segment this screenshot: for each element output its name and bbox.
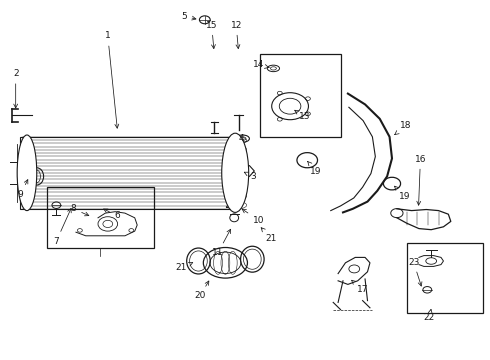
Text: 17: 17 [352,280,368,294]
Text: 19: 19 [394,186,410,201]
Bar [260,54,341,137]
Text: 3: 3 [245,172,256,181]
Text: 14: 14 [252,60,270,69]
Text: 22: 22 [424,309,435,322]
Text: 21: 21 [261,228,277,243]
Bar [20,137,238,209]
Text: 18: 18 [395,122,412,135]
Text: 11: 11 [212,229,231,257]
Text: 8: 8 [71,204,89,216]
Text: 2: 2 [13,69,19,108]
Text: 19: 19 [308,161,322,175]
Text: 15: 15 [206,21,218,49]
Text: 9: 9 [18,180,28,199]
Text: 21: 21 [175,262,193,272]
Bar [407,243,483,313]
Text: 7: 7 [53,208,71,246]
Text: 23: 23 [408,258,422,286]
Text: 12: 12 [230,21,242,49]
Text: 6: 6 [104,209,121,220]
Text: 4: 4 [238,134,244,143]
Ellipse shape [221,133,248,212]
Text: 20: 20 [194,281,209,300]
Ellipse shape [17,135,37,211]
Text: 10: 10 [242,209,265,225]
Bar [47,187,154,248]
Text: 13: 13 [294,110,311,121]
Text: 1: 1 [105,31,119,128]
Text: 5: 5 [181,12,196,21]
Text: 16: 16 [415,154,426,205]
